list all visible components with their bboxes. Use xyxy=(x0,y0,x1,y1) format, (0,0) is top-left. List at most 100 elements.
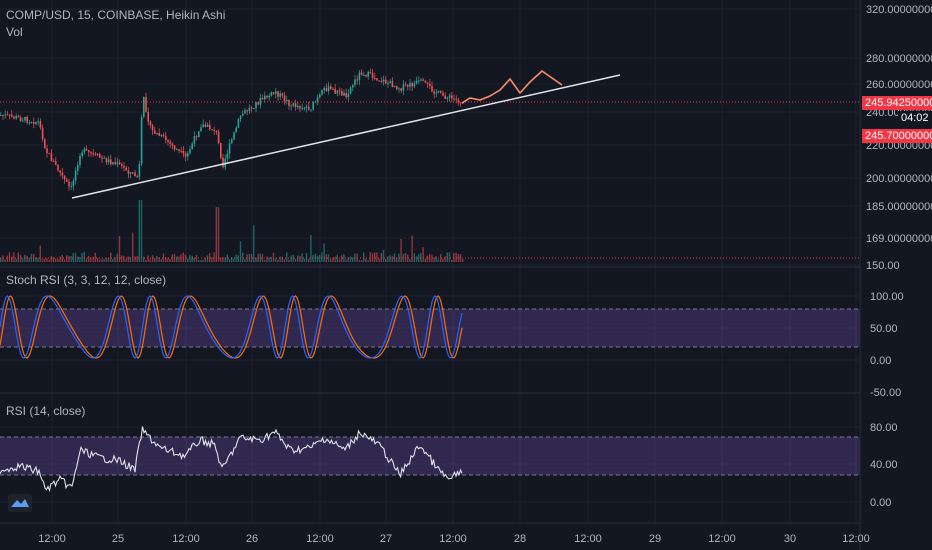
candle-body xyxy=(85,148,88,151)
price-tick-label: 220.00000000 xyxy=(866,140,932,152)
candle-body xyxy=(173,145,176,150)
candle-body xyxy=(420,79,422,81)
candle-body xyxy=(385,79,387,84)
candle-body xyxy=(418,80,420,82)
candle-body xyxy=(11,114,13,117)
volume-bar xyxy=(44,258,46,262)
candle-body xyxy=(169,141,171,144)
volume-bar xyxy=(222,257,224,262)
candle-body xyxy=(101,157,103,159)
candle-body xyxy=(349,87,352,94)
candle-body xyxy=(415,81,418,84)
time-axis[interactable]: 12:00 25 12:00 26 12:00 27 12:00 28 12:00 29 12:00… xyxy=(38,533,870,545)
volume-bar xyxy=(330,259,332,262)
volume-bars xyxy=(0,200,464,262)
candle-body xyxy=(118,162,121,165)
volume-bar xyxy=(325,254,327,262)
candle-body xyxy=(121,164,123,166)
volume-bar xyxy=(396,258,398,262)
volume-bar xyxy=(94,252,96,262)
candle-body xyxy=(264,95,266,100)
candle-body xyxy=(4,114,6,116)
volume-bar xyxy=(202,259,204,262)
candle-body xyxy=(48,153,50,155)
projection-path[interactable] xyxy=(461,69,563,104)
candle-body xyxy=(261,98,264,100)
volume-bar xyxy=(327,254,330,262)
time-tick-label: 26 xyxy=(246,533,258,545)
time-tick-label: 12:00 xyxy=(574,533,602,545)
candle-body xyxy=(371,73,374,79)
volume-legend[interactable]: Vol xyxy=(6,25,23,39)
candle-body xyxy=(279,93,281,97)
candle-body xyxy=(129,172,132,174)
volume-bar xyxy=(239,241,242,262)
volume-bar xyxy=(206,255,209,262)
volume-bar xyxy=(90,258,92,262)
candle-body xyxy=(411,82,413,87)
volume-bar xyxy=(195,254,198,262)
candle-body xyxy=(35,121,37,124)
volume-bar xyxy=(226,254,228,262)
candle-body xyxy=(310,109,312,111)
candle-body xyxy=(444,95,446,99)
candle-body xyxy=(17,116,20,118)
candle-body xyxy=(294,103,297,108)
candle-body xyxy=(99,154,101,158)
candle-body xyxy=(281,93,284,96)
price-axis[interactable]: 320.00000000280.00000000260.00000000240.… xyxy=(866,4,932,509)
symbol-title[interactable]: COMP/USD, 15, COINBASE, Heikin Ashi xyxy=(6,8,226,22)
candle-body xyxy=(422,79,424,81)
volume-bar xyxy=(55,258,57,262)
candle-body xyxy=(15,116,17,119)
volume-bar xyxy=(277,259,279,262)
candle-body xyxy=(360,72,363,75)
countdown-tag: 04:02 xyxy=(898,111,932,125)
volume-bar xyxy=(336,254,338,262)
volume-bar xyxy=(68,255,70,262)
candle-body xyxy=(354,79,356,85)
time-tick-label: 12:00 xyxy=(306,533,334,545)
candle-body xyxy=(41,127,44,140)
tradingview-logo-icon[interactable] xyxy=(8,494,32,512)
candle-body xyxy=(356,79,358,81)
candle-body xyxy=(6,114,9,116)
volume-bar xyxy=(110,252,112,262)
stoch-k-line xyxy=(0,295,463,359)
stoch-rsi-title[interactable]: Stoch RSI (3, 3, 12, 12, close) xyxy=(6,273,167,287)
volume-bar xyxy=(217,207,220,262)
candle-body xyxy=(182,150,185,154)
volume-bar xyxy=(424,258,426,262)
candle-body xyxy=(28,122,31,124)
trendline[interactable] xyxy=(71,74,621,199)
candle-body xyxy=(134,172,136,177)
candle-body xyxy=(352,84,354,88)
rsi-tick-label: 80.00 xyxy=(870,422,898,434)
candle-body xyxy=(455,98,457,100)
volume-bar xyxy=(385,258,387,262)
time-tick-label: 27 xyxy=(380,533,392,545)
candle-body xyxy=(382,79,385,82)
candle-body xyxy=(327,86,330,92)
volume-bar xyxy=(0,258,2,262)
rsi-title[interactable]: RSI (14, close) xyxy=(6,404,86,418)
volume-bar xyxy=(162,253,165,262)
volume-bar xyxy=(261,254,264,262)
volume-bar xyxy=(255,257,257,262)
volume-bar xyxy=(211,257,213,262)
candle-body xyxy=(409,82,411,87)
candle-body xyxy=(338,90,341,92)
volume-bar xyxy=(264,259,266,262)
volume-bar xyxy=(160,259,162,262)
candle-body xyxy=(145,96,147,112)
volume-bar xyxy=(233,258,235,262)
stoch-tick-label: -50.00 xyxy=(870,387,901,399)
candle-body xyxy=(323,88,325,91)
volume-bar xyxy=(143,256,145,262)
candle-body xyxy=(297,106,299,108)
volume-bar xyxy=(358,259,360,262)
candle-body xyxy=(347,93,350,98)
candle-body xyxy=(345,92,347,98)
candle-body xyxy=(457,99,460,103)
